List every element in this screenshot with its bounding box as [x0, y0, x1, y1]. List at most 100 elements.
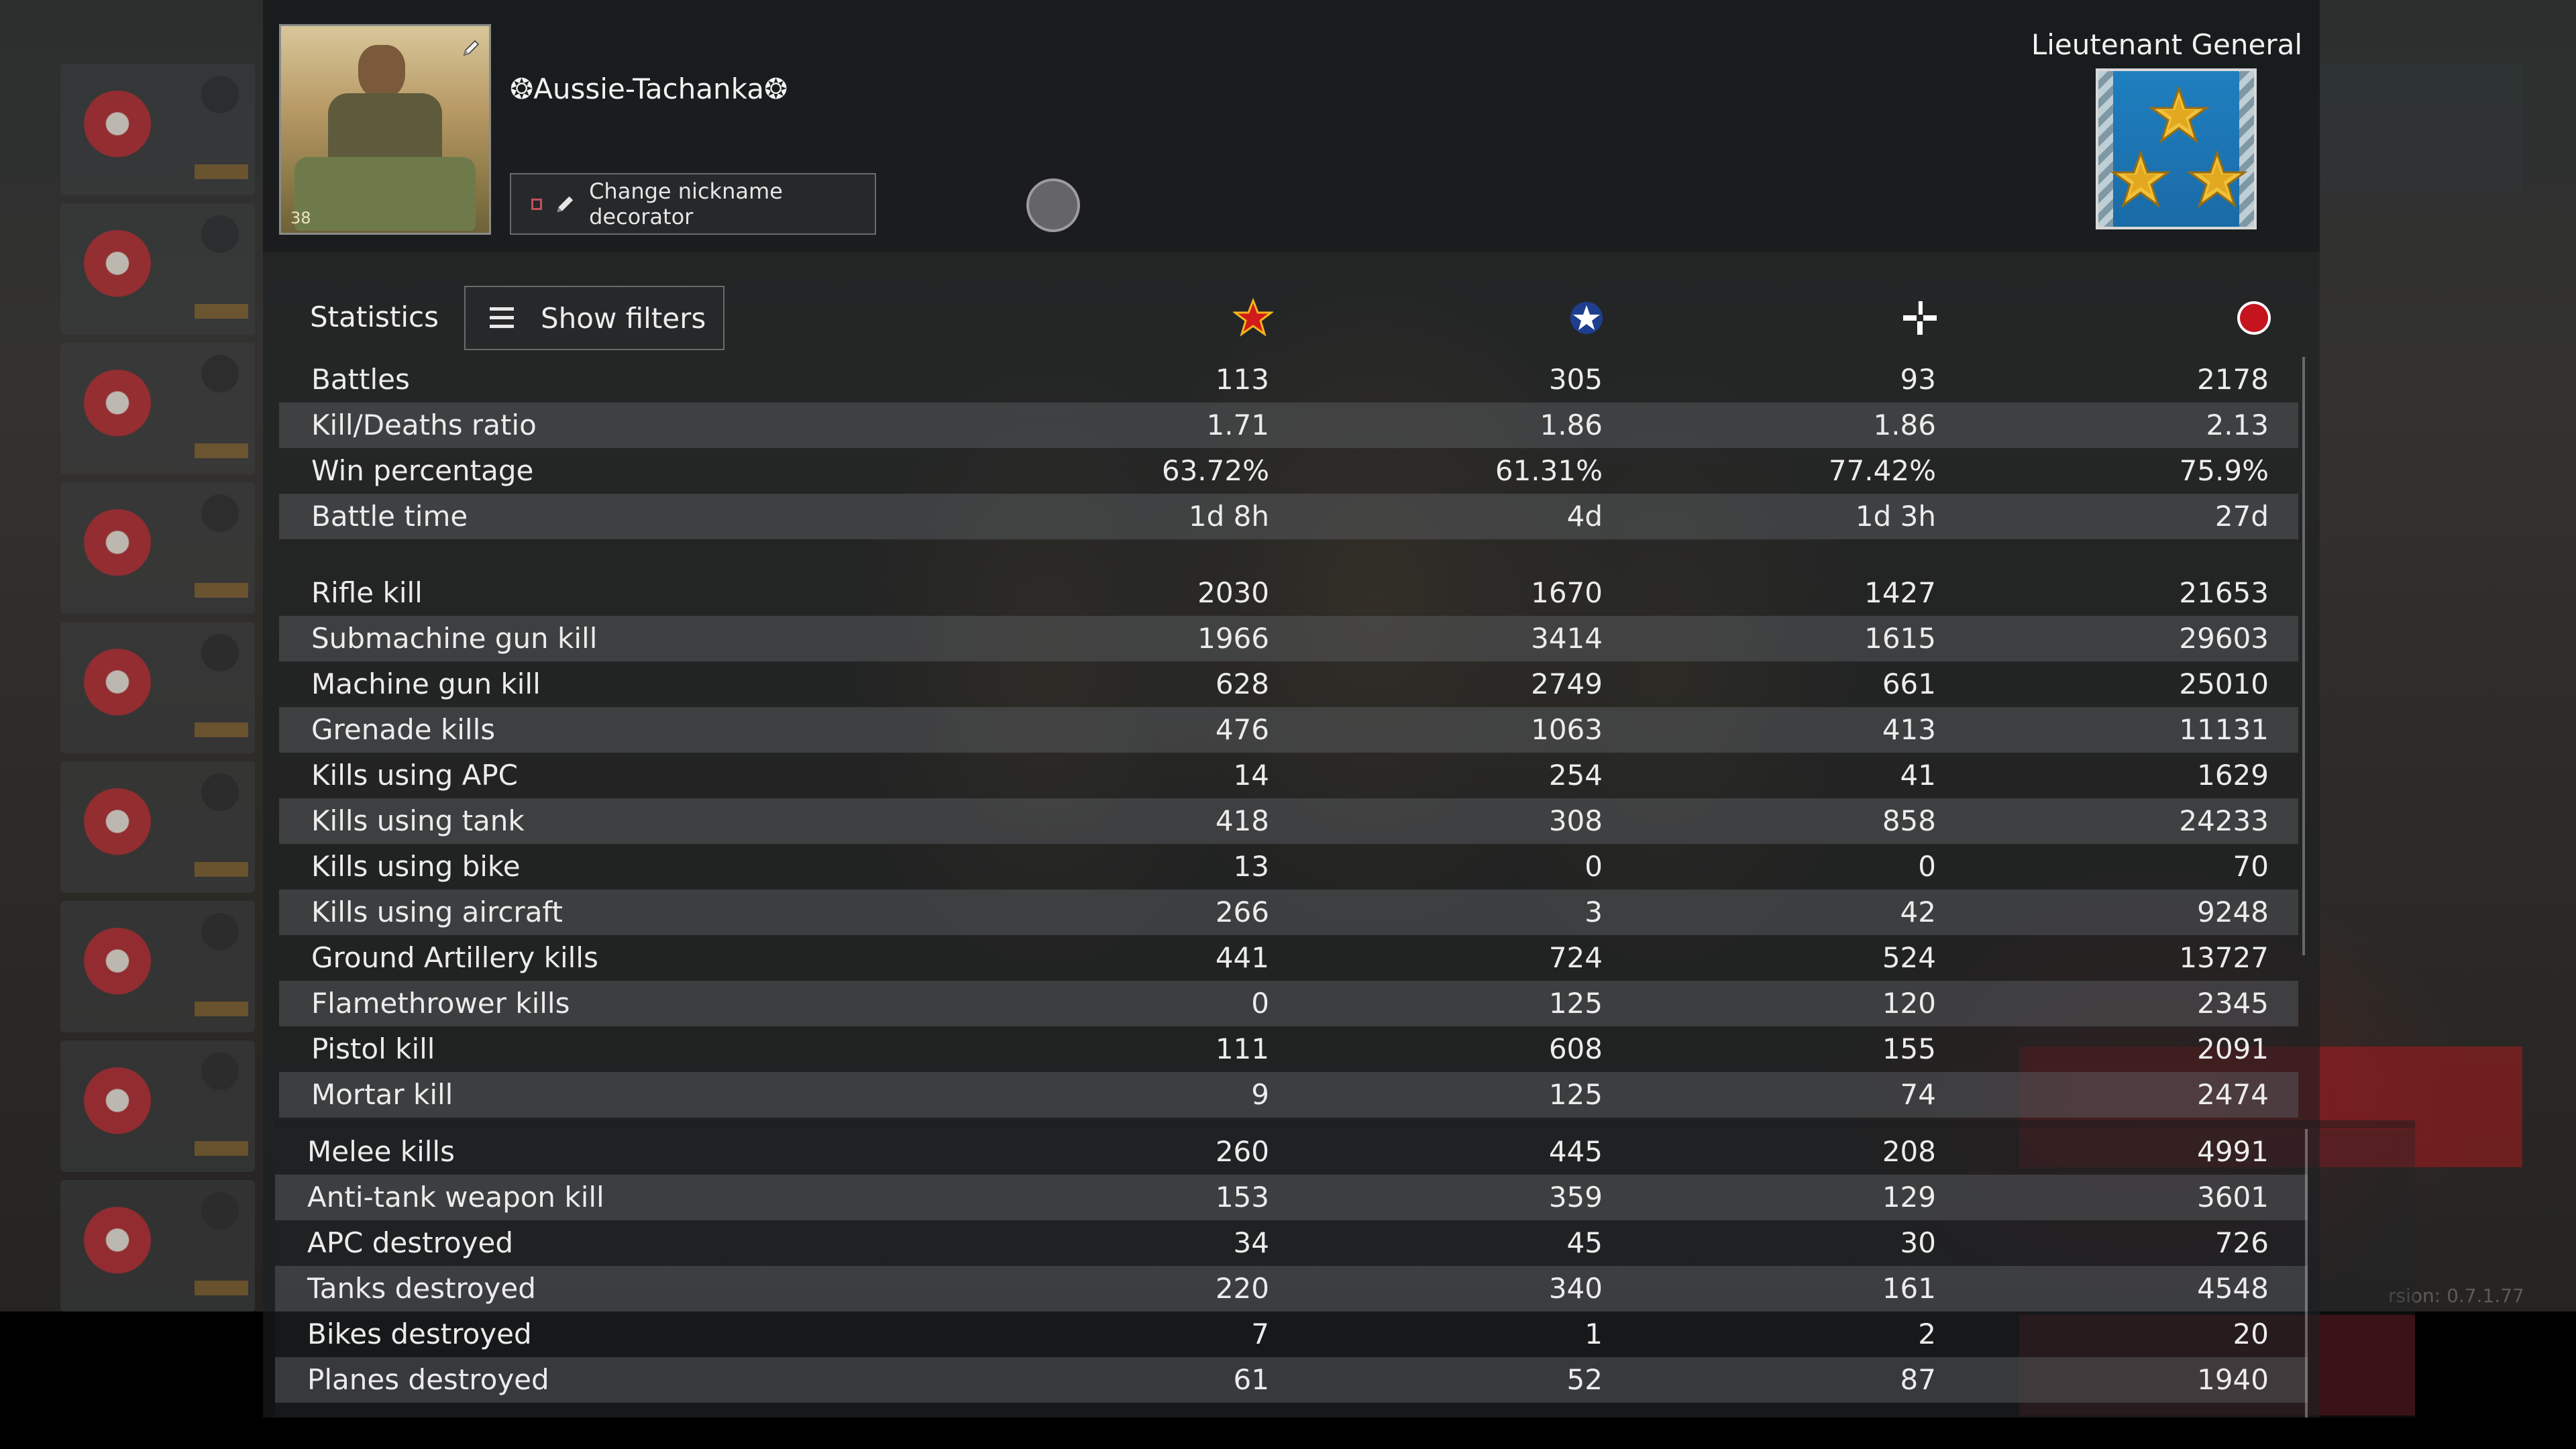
- stat-value: 2030: [1197, 576, 1269, 609]
- squad-card: [60, 622, 255, 753]
- table-row: Battle time 1d 8h 4d 1d 3h 27d: [279, 494, 2298, 539]
- stat-value: 0: [1251, 987, 1269, 1020]
- show-filters-button[interactable]: Show filters: [464, 286, 724, 350]
- lower-section-overlay: [275, 1129, 2415, 1417]
- stat-value: 3414: [1531, 622, 1603, 655]
- stat-label: Rifle kill: [311, 576, 423, 609]
- stat-label: APC destroyed: [307, 1226, 513, 1259]
- row-stripe: [279, 981, 2298, 1026]
- stat-value: 476: [1215, 713, 1269, 746]
- stat-value: 1.86: [1873, 409, 1936, 441]
- stat-value: 153: [1215, 1181, 1269, 1214]
- stat-label: Win percentage: [311, 454, 534, 487]
- table-row: Pistol kill 111 608 155 2091: [279, 1026, 2298, 1072]
- show-filters-label: Show filters: [541, 301, 706, 335]
- squad-class-icon: [201, 76, 239, 113]
- stat-value: 155: [1882, 1032, 1936, 1065]
- row-stripe: [279, 494, 2298, 539]
- stat-label: Kills using tank: [311, 804, 525, 837]
- squad-emblem-icon: [80, 1067, 154, 1141]
- squad-card: [60, 64, 255, 195]
- stat-value: 441: [1215, 941, 1269, 974]
- table-row: Tanks destroyed 220 340 161 4548: [275, 1266, 2308, 1311]
- row-stripe: [279, 616, 2298, 661]
- player-avatar[interactable]: 38: [279, 24, 491, 235]
- table-row: Win percentage 63.72% 61.31% 77.42% 75.9%: [279, 448, 2298, 494]
- squad-class-icon: [201, 773, 239, 811]
- squad-emblem-icon: [80, 928, 154, 1002]
- scrollbar[interactable]: [2305, 1129, 2308, 1417]
- table-row: Submachine gun kill 1966 3414 1615 29603: [279, 616, 2298, 661]
- stat-value: 4991: [2197, 1135, 2269, 1168]
- stat-label: Melee kills: [307, 1135, 455, 1168]
- stat-label: Bikes destroyed: [307, 1318, 532, 1350]
- stat-label: Kill/Deaths ratio: [311, 409, 537, 441]
- stat-value: 74: [1900, 1078, 1936, 1111]
- avatar-tank: [294, 157, 476, 231]
- table-row: Mortar kill 9 125 74 2474: [279, 1072, 2298, 1118]
- squad-emblem-icon: [80, 509, 154, 583]
- row-stripe: [279, 890, 2298, 935]
- stat-value: 41: [1900, 759, 1936, 792]
- stat-value: 266: [1215, 896, 1269, 928]
- stat-value: 111: [1215, 1032, 1269, 1065]
- stat-value: 1d 3h: [1855, 500, 1936, 533]
- change-nickname-decorator-button[interactable]: Change nickname decorator: [510, 173, 876, 235]
- scrollbar[interactable]: [2302, 357, 2305, 955]
- stat-value: 628: [1215, 667, 1269, 700]
- squad-tag: [195, 1141, 248, 1156]
- row-stripe: [275, 1266, 2308, 1311]
- stat-label: Submachine gun kill: [311, 622, 598, 655]
- stat-value: 34: [1233, 1226, 1269, 1259]
- stat-value: 2: [1918, 1318, 1936, 1350]
- stat-value: 30: [1900, 1226, 1936, 1259]
- statistics-heading: Statistics: [310, 301, 439, 333]
- squad-class-icon: [201, 1053, 239, 1090]
- rank-star-icon: [2149, 86, 2209, 144]
- edit-avatar-pencil-icon[interactable]: [460, 38, 482, 59]
- row-stripe: [279, 798, 2298, 844]
- table-row: Kills using aircraft 266 3 42 9248: [279, 890, 2298, 935]
- stat-value: 724: [1548, 941, 1603, 974]
- stat-label: Flamethrower kills: [311, 987, 570, 1020]
- stat-value: 2.13: [2206, 409, 2269, 441]
- stat-value: 3: [1585, 896, 1603, 928]
- squad-class-icon: [201, 1192, 239, 1230]
- stat-value: 77.42%: [1828, 454, 1936, 487]
- stat-value: 125: [1548, 1078, 1603, 1111]
- version-text: rsion: 0.7.1.77: [2388, 1285, 2524, 1307]
- row-stripe: [275, 1357, 2308, 1403]
- stat-value: 1d 8h: [1188, 500, 1269, 533]
- stat-value: 129: [1882, 1181, 1936, 1214]
- stat-value: 3601: [2197, 1181, 2269, 1214]
- squad-emblem-icon: [80, 788, 154, 862]
- squad-tag: [195, 862, 248, 877]
- row-stripe: [279, 1072, 2298, 1118]
- stats-table-destroyed: Melee kills 260 445 208 4991 Anti-tank weapon…: [275, 1129, 2308, 1403]
- checkbox-square-icon: [531, 198, 543, 210]
- stat-value: 63.72%: [1161, 454, 1269, 487]
- hamburger-menu-icon: [490, 307, 514, 329]
- stat-value: 7: [1251, 1318, 1269, 1350]
- stat-value: 1063: [1531, 713, 1603, 746]
- stat-label: Pistol kill: [311, 1032, 435, 1065]
- stat-value: 93: [1900, 363, 1936, 396]
- stat-value: 9248: [2197, 896, 2269, 928]
- squad-tag: [195, 583, 248, 598]
- squad-class-icon: [201, 355, 239, 392]
- squad-emblem-icon: [80, 649, 154, 722]
- squad-card: [60, 482, 255, 614]
- player-nickname: ❂Aussie-Tachanka❂: [510, 72, 788, 105]
- stat-value: 0: [1918, 850, 1936, 883]
- table-row: Kill/Deaths ratio 1.71 1.86 1.86 2.13: [279, 402, 2298, 448]
- stat-value: 1615: [1864, 622, 1936, 655]
- squad-emblem-icon: [80, 370, 154, 443]
- stat-value: 11131: [2179, 713, 2269, 746]
- stat-label: Kills using aircraft: [311, 896, 563, 928]
- table-row: Anti-tank weapon kill 153 359 129 3601: [275, 1175, 2308, 1220]
- stat-value: 1940: [2197, 1363, 2269, 1396]
- stat-label: Anti-tank weapon kill: [307, 1181, 604, 1214]
- stat-value: 1966: [1197, 622, 1269, 655]
- squad-class-icon: [201, 494, 239, 532]
- stat-value: 308: [1548, 804, 1603, 837]
